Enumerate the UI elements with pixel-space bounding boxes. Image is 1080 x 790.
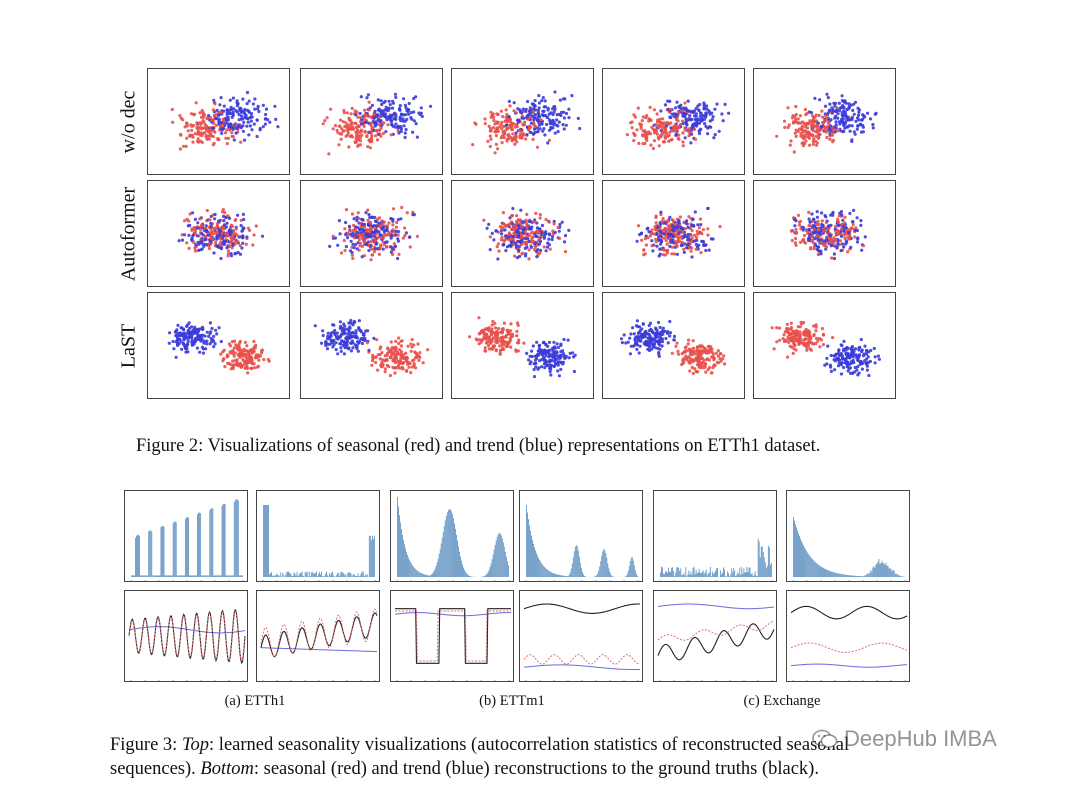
figure-2: w/o dec Autoformer LaST <box>0 0 1080 420</box>
scatter-panel <box>753 68 896 175</box>
watermark: DeepHub IMBA <box>812 726 997 752</box>
scatter-panel <box>602 180 745 287</box>
autocorrelation-panel <box>519 490 643 582</box>
reconstruction-panel <box>124 590 248 682</box>
caption-part1: : learned seasonality visualizations (au… <box>209 735 849 755</box>
scatter-panel <box>602 68 745 175</box>
autocorrelation-panel <box>390 490 514 582</box>
scatter-panel <box>300 180 443 287</box>
wechat-icon <box>812 729 838 749</box>
scatter-panel <box>753 180 896 287</box>
watermark-text: DeepHub IMBA <box>844 726 997 752</box>
reconstruction-panel <box>653 590 777 682</box>
reconstruction-panel <box>390 590 514 682</box>
reconstruction-panel <box>256 590 380 682</box>
subfigure-label-ettm1: (b) ETTm1 <box>479 693 545 710</box>
autocorrelation-panel <box>786 490 910 582</box>
scatter-panel <box>451 180 594 287</box>
scatter-panel <box>147 292 290 399</box>
scatter-panel <box>300 292 443 399</box>
scatter-panel <box>602 292 745 399</box>
autocorrelation-panel <box>653 490 777 582</box>
scatter-panel <box>753 292 896 399</box>
caption-part2: sequences). <box>110 759 200 779</box>
row-label-wo-dec: w/o dec <box>118 91 141 154</box>
scatter-panel <box>147 180 290 287</box>
caption-top-label: Top <box>182 735 209 755</box>
reconstruction-panel <box>786 590 910 682</box>
caption-part3: : seasonal (red) and trend (blue) recons… <box>254 759 819 779</box>
scatter-panel <box>300 68 443 175</box>
subfigure-label-etth1: (a) ETTh1 <box>225 693 286 710</box>
figure-2-caption: Figure 2: Visualizations of seasonal (re… <box>136 436 820 457</box>
scatter-panel <box>451 68 594 175</box>
caption-bottom-label: Bottom <box>200 759 253 779</box>
autocorrelation-panel <box>256 490 380 582</box>
scatter-panel <box>147 68 290 175</box>
row-label-last: LaST <box>118 324 141 368</box>
autocorrelation-panel <box>124 490 248 582</box>
scatter-panel <box>451 292 594 399</box>
reconstruction-panel <box>519 590 643 682</box>
row-label-autoformer: Autoformer <box>118 187 141 281</box>
caption-prefix: Figure 3: <box>110 735 182 755</box>
subfigure-label-exchange: (c) Exchange <box>744 693 821 710</box>
